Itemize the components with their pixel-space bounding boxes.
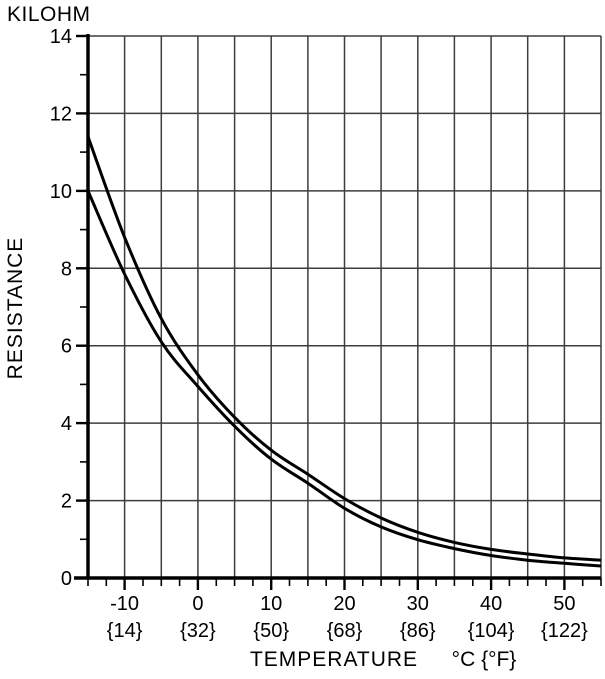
y-tick-label: 14 [50,26,72,48]
x-tick-label-celsius: 30 [407,593,429,615]
x-tick-label-celsius: 10 [260,593,282,615]
x-tick-label-fahrenheit: {32} [180,620,216,642]
x-tick-label-celsius: 0 [192,593,203,615]
x-tick-label-fahrenheit: {68} [327,620,363,642]
x-tick-label-celsius: 40 [480,593,502,615]
y-tick-label: 4 [61,413,72,435]
lower-tolerance-curve [86,190,602,568]
x-axis-title-row: TEMPERATURE °C {°F} [0,648,605,674]
x-tick-label-fahrenheit: {122} [541,620,588,642]
x-axis-title: TEMPERATURE [249,648,419,671]
y-tick-label: 0 [61,568,72,590]
upper-tolerance-curve [86,136,602,562]
y-tick-label: 10 [50,181,72,203]
x-axis-unit: °C {°F} [451,648,517,671]
x-tick-label-fahrenheit: {104} [468,620,515,642]
x-tick-label-fahrenheit: {86} [400,620,436,642]
x-tick-label-celsius: 50 [553,593,575,615]
x-tick-label-celsius: 20 [333,593,355,615]
y-tick-label: 12 [50,103,72,125]
y-tick-label: 8 [61,258,72,280]
y-axis-unit-title: KILOHM [7,3,91,26]
y-tick-label: 2 [61,491,72,513]
x-tick-label-fahrenheit: {14} [107,620,143,642]
y-tick-label: 6 [61,336,72,358]
x-tick-label-fahrenheit: {50} [253,620,289,642]
x-tick-label-celsius: -10 [110,593,139,615]
